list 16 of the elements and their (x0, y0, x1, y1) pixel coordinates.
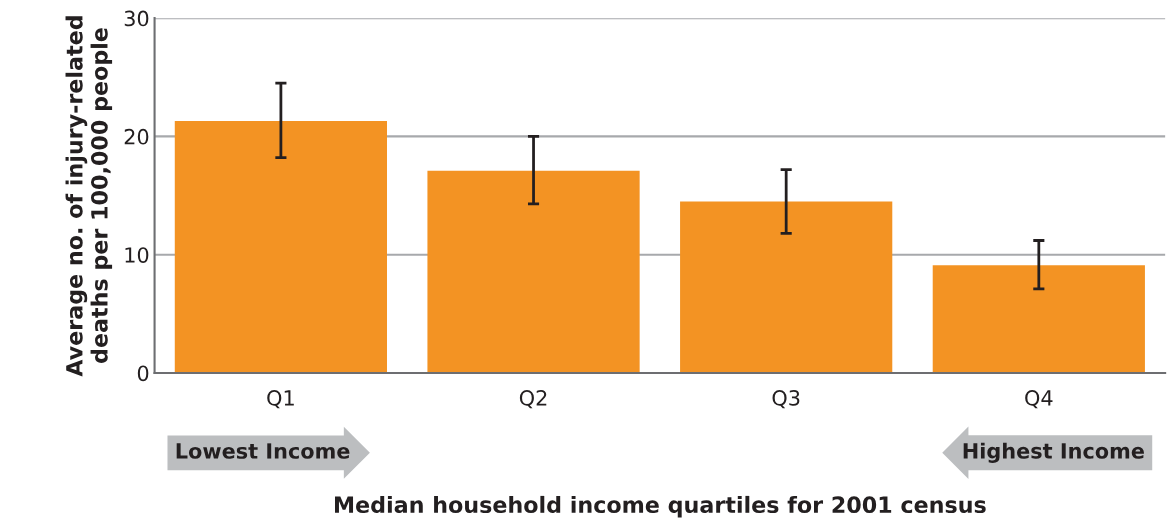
y-tick-label: 0 (137, 365, 149, 382)
text: Highest Income (963, 442, 1144, 463)
y-tick-label: 30 (124, 10, 149, 27)
bar (427, 170, 640, 373)
text: Lowest Income (176, 443, 350, 459)
y-tick-label: 20 (124, 128, 149, 145)
bar (932, 265, 1145, 373)
y-axis-title: Average no. of injury-related deaths per 100,000 people (65, 16, 113, 377)
x-tick-label: Q1 (267, 389, 294, 409)
x-tick-label: Q3 (772, 389, 800, 409)
y-tick-label: 10 (125, 247, 149, 263)
x-tick-label: Q2 (519, 389, 547, 409)
bar (680, 201, 893, 373)
x-axis-title: Median household income quartiles for 2001 census (335, 495, 986, 518)
x-tick-label: Q4 (1025, 389, 1053, 409)
bar (174, 121, 387, 373)
